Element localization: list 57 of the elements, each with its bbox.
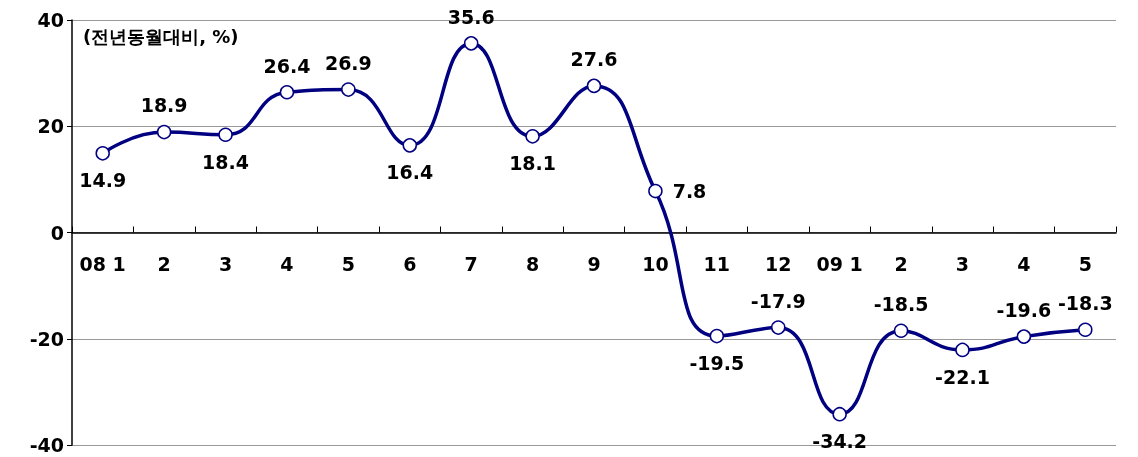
- data-label: 18.4: [202, 150, 249, 173]
- point: [893, 323, 909, 339]
- y-tick-label: 20: [37, 115, 64, 138]
- y-tick-label: 40: [37, 9, 64, 31]
- x-tick-label: 11: [703, 253, 731, 275]
- point: [709, 328, 725, 344]
- data-label: 7.8: [672, 180, 707, 203]
- data-label: 14.9: [79, 169, 127, 192]
- data-label: -18.5: [873, 293, 929, 316]
- point: [525, 129, 540, 144]
- point: [771, 320, 786, 335]
- point: [156, 124, 172, 140]
- data-label: -19.5: [689, 351, 745, 374]
- data-label: -34.2: [812, 429, 868, 452]
- x-tick-label: 6: [403, 253, 417, 275]
- x-tick-label: 4: [1017, 253, 1031, 275]
- data-label: 18.1: [509, 152, 557, 175]
- point: [463, 36, 479, 51]
- x-tick-label: 08 1: [79, 253, 126, 275]
- data-label: 35.6: [447, 5, 495, 28]
- x-tick-label: 12: [765, 253, 792, 275]
- y-tick-label: 0: [50, 221, 64, 244]
- x-tick-label: 3: [218, 253, 233, 275]
- point: [95, 146, 110, 161]
- annotation: (전년동월대비, %): [83, 25, 239, 47]
- point: [955, 342, 970, 358]
- x-tick-label: 9: [587, 253, 601, 275]
- y-tick-label: -20: [29, 327, 64, 350]
- point: [648, 183, 663, 199]
- data-label: 26.9: [324, 51, 372, 74]
- x-tick-label: 10: [642, 253, 669, 275]
- x-tick-label: 5: [1078, 253, 1092, 275]
- x-tick-label: 2: [157, 253, 171, 275]
- data-label: 18.9: [140, 94, 188, 117]
- point: [341, 82, 356, 97]
- point: [586, 78, 602, 94]
- x-tick-label: 09 1: [816, 253, 863, 275]
- point: [218, 127, 233, 142]
- point: [402, 138, 418, 153]
- x-tick-label: 4: [280, 253, 294, 275]
- data-label: -18.3: [1057, 291, 1113, 314]
- x-tick-label: 8: [525, 253, 540, 275]
- x-tick-label: 2: [894, 253, 908, 275]
- data-label: -17.9: [750, 289, 806, 312]
- y-tick-label: -40: [29, 434, 64, 456]
- x-tick-label: 5: [341, 253, 355, 275]
- point: [279, 85, 295, 100]
- data-label: 27.6: [570, 48, 618, 71]
- x-tick-label: 7: [464, 253, 478, 275]
- data-label: 26.4: [263, 54, 311, 77]
- point: [832, 406, 847, 422]
- x-tick-label: 3: [955, 253, 970, 275]
- data-label: -19.6: [996, 298, 1052, 321]
- point: [1078, 322, 1093, 337]
- data-label: -22.1: [935, 365, 990, 388]
- point: [1016, 329, 1032, 344]
- data-label: 16.4: [386, 161, 434, 184]
